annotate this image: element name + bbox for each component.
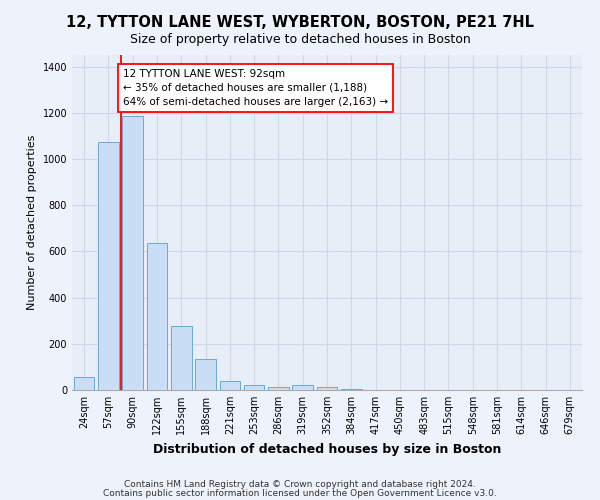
- Bar: [195, 360, 216, 390]
- Text: 12 TYTTON LANE WEST: 92sqm
← 35% of detached houses are smaller (1,188)
64% of s: 12 TYTTON LANE WEST: 92sqm ← 35% of deta…: [123, 69, 388, 107]
- X-axis label: Distribution of detached houses by size in Boston: Distribution of detached houses by size …: [153, 442, 501, 456]
- Bar: [98, 142, 119, 390]
- Text: Contains HM Land Registry data © Crown copyright and database right 2024.: Contains HM Land Registry data © Crown c…: [124, 480, 476, 489]
- Bar: [341, 389, 362, 390]
- Text: Contains public sector information licensed under the Open Government Licence v3: Contains public sector information licen…: [103, 488, 497, 498]
- Bar: [171, 326, 191, 390]
- Bar: [268, 386, 289, 390]
- Bar: [146, 244, 167, 390]
- Text: Size of property relative to detached houses in Boston: Size of property relative to detached ho…: [130, 32, 470, 46]
- Text: 12, TYTTON LANE WEST, WYBERTON, BOSTON, PE21 7HL: 12, TYTTON LANE WEST, WYBERTON, BOSTON, …: [66, 15, 534, 30]
- Bar: [292, 386, 313, 390]
- Bar: [122, 116, 143, 390]
- Y-axis label: Number of detached properties: Number of detached properties: [27, 135, 37, 310]
- Bar: [244, 386, 265, 390]
- Bar: [74, 377, 94, 390]
- Bar: [220, 381, 240, 390]
- Bar: [317, 387, 337, 390]
